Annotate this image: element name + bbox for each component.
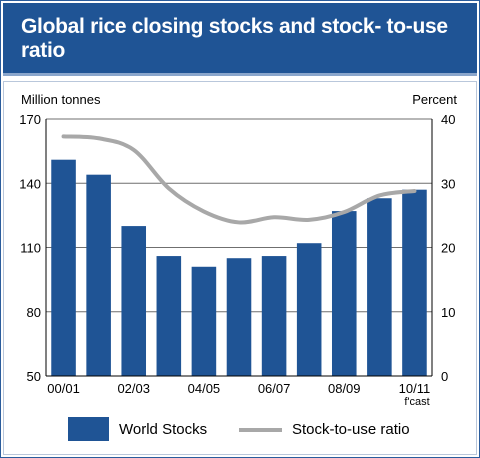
y-tick-label-left: 140 xyxy=(19,176,41,191)
y-tick-label-right: 10 xyxy=(441,305,455,320)
y-tick-label-left: 80 xyxy=(27,305,41,320)
line-stock-to-use-ratio xyxy=(61,134,417,225)
y-tick-label-right: 40 xyxy=(441,112,455,127)
title-divider xyxy=(3,73,477,76)
y-tick-label-left: 170 xyxy=(19,112,41,127)
bar-world-stocks xyxy=(51,159,76,376)
chart-title: Global rice closing stocks and stock- to… xyxy=(21,15,448,62)
bar-world-stocks xyxy=(261,256,287,376)
y-axis-label-left: Million tonnes xyxy=(21,92,101,107)
bar-world-stocks xyxy=(367,198,392,376)
legend-label-stock-to-use-ratio: Stock-to-use ratio xyxy=(292,421,410,438)
plot-panel xyxy=(3,81,477,455)
bar-world-stocks xyxy=(296,243,322,376)
bar-world-stocks xyxy=(226,258,252,376)
x-tick-label: 00/01 xyxy=(47,381,80,396)
legend-swatch-world-stocks xyxy=(68,417,109,441)
forecast-note: f'cast xyxy=(404,396,429,408)
bar-world-stocks xyxy=(86,174,111,376)
y-tick-label-right: 30 xyxy=(441,176,455,191)
bar-world-stocks xyxy=(402,189,427,376)
legend: World Stocks Stock-to-use ratio xyxy=(68,417,410,441)
y-tick-label-right: 20 xyxy=(441,241,455,256)
x-tick-label: 08/09 xyxy=(328,381,361,396)
legend-label-world-stocks: World Stocks xyxy=(119,421,207,438)
bar-world-stocks xyxy=(121,226,147,376)
x-tick-label: 10/11 xyxy=(399,381,431,396)
title-bar: Global rice closing stocks and stock- to… xyxy=(3,3,477,73)
x-tick-label: 06/07 xyxy=(258,381,291,396)
x-tick-label: 02/03 xyxy=(117,381,150,396)
x-tick-label: 04/05 xyxy=(188,381,221,396)
y-tick-label-left: 110 xyxy=(20,241,41,256)
bar-world-stocks xyxy=(331,211,357,376)
y-axis-label-right: Percent xyxy=(412,92,457,107)
y-tick-label-left: 50 xyxy=(27,369,41,384)
bar-world-stocks xyxy=(191,266,217,376)
bar-world-stocks xyxy=(156,256,182,376)
y-tick-label-right: 0 xyxy=(441,369,448,384)
